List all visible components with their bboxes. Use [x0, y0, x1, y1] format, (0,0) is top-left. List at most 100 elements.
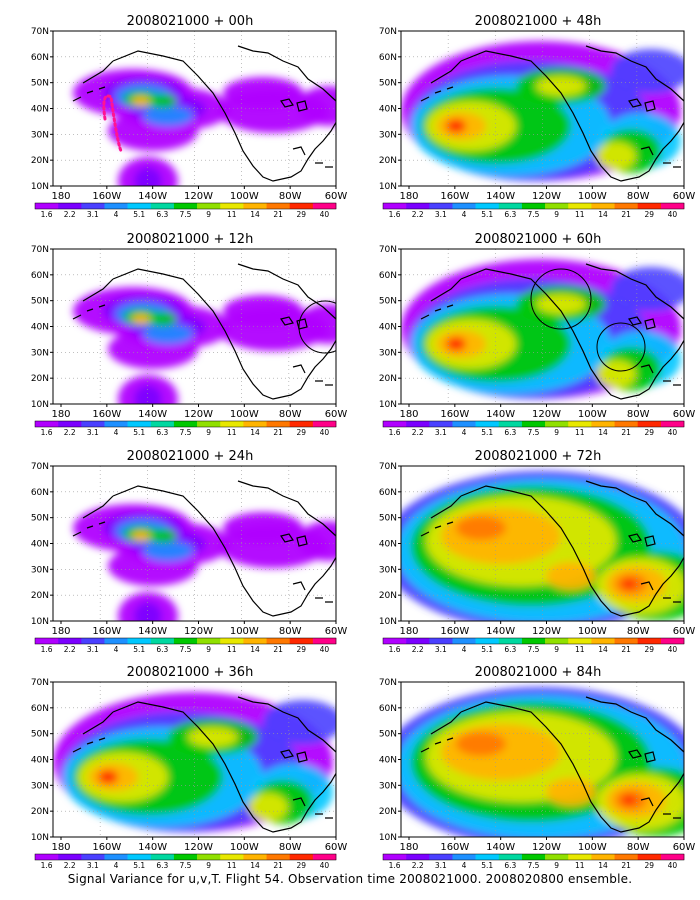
- variance-contour: [143, 541, 193, 561]
- x-tick-label: 120W: [532, 409, 561, 420]
- variance-contour: [298, 304, 336, 344]
- y-tick-label: 40N: [379, 105, 397, 115]
- y-tick-label: 50N: [379, 514, 397, 524]
- x-tick-label: 140W: [138, 842, 167, 853]
- y-tick-label: 60N: [31, 271, 49, 281]
- x-tick-label: 100W: [230, 409, 259, 420]
- colorbar-label: 1.6: [41, 210, 53, 219]
- x-tick-label: 80W: [627, 409, 650, 420]
- coastline: [420, 45, 684, 182]
- colorbar-segment: [521, 421, 546, 427]
- variance-contour: [456, 516, 506, 540]
- colorbar-label: 4: [114, 861, 119, 870]
- colorbar-label: 3.1: [435, 210, 447, 219]
- colorbar-segment: [243, 203, 267, 209]
- x-tick-label: 80W: [627, 842, 650, 853]
- colorbar-segment: [383, 638, 407, 644]
- y-tick-label: 50N: [379, 79, 397, 89]
- x-tick-label: 120W: [184, 409, 213, 420]
- colorbar-segment: [35, 854, 59, 860]
- y-tick-label: 20N: [31, 156, 49, 166]
- colorbar-label: 7.5: [528, 210, 540, 219]
- colorbar-segment: [312, 638, 337, 644]
- colorbar-segment: [429, 854, 453, 860]
- colorbar-segment: [150, 203, 175, 209]
- panel-title: 2008021000 + 60h: [474, 232, 602, 247]
- colorbar-segment: [289, 638, 314, 644]
- colorbar-label: 11: [227, 861, 237, 870]
- variance-contour: [596, 142, 636, 170]
- colorbar-label: 5.1: [133, 210, 145, 219]
- colorbar-label: 5.1: [481, 645, 493, 654]
- colorbar-segment: [660, 421, 685, 427]
- colorbar-label: 1.6: [389, 645, 401, 654]
- x-tick-label: 80W: [627, 626, 650, 637]
- y-tick-label: 50N: [31, 79, 49, 89]
- colorbar-segment: [81, 203, 105, 209]
- y-tick-label: 70N: [379, 245, 397, 255]
- x-tick-label: 100W: [230, 626, 259, 637]
- colorbar-segment: [58, 854, 82, 860]
- colorbar-segment: [150, 638, 175, 644]
- y-tick-label: 20N: [379, 156, 397, 166]
- colorbar-label: 4: [462, 645, 467, 654]
- colorbar-segment: [452, 638, 476, 644]
- colorbar-label: 1.6: [389, 861, 401, 870]
- colorbar-label: 5.1: [133, 645, 145, 654]
- colorbar-segment: [660, 854, 685, 860]
- colorbar-segment: [521, 638, 546, 644]
- variance-contour: [149, 312, 177, 326]
- colorbar-label: 6.3: [504, 428, 516, 437]
- colorbar-label: 29: [644, 861, 654, 870]
- colorbar-segment: [660, 638, 685, 644]
- variance-contour: [149, 529, 177, 543]
- x-tick-label: 120W: [532, 626, 561, 637]
- coastline: [72, 263, 336, 400]
- variance-contour: [441, 724, 561, 780]
- colorbar-segment: [475, 421, 500, 427]
- variance-contour: [134, 602, 162, 621]
- colorbar-label: 40: [320, 428, 330, 437]
- y-tick-label: 20N: [31, 591, 49, 601]
- colorbar-label: 5.1: [481, 428, 493, 437]
- colorbar-segment: [660, 203, 685, 209]
- colorbar-segment: [406, 854, 430, 860]
- colorbar-label: 6.3: [156, 210, 168, 219]
- colorbar-label: 5.1: [481, 210, 493, 219]
- colorbar-segment: [545, 854, 569, 860]
- colorbar-label: 9: [554, 645, 559, 654]
- y-tick-label: 40N: [31, 105, 49, 115]
- colorbar-segment: [81, 854, 105, 860]
- colorbar-label: 2.2: [412, 428, 424, 437]
- colorbar-segment: [127, 854, 152, 860]
- x-tick-label: 180: [51, 191, 70, 202]
- x-tick-label: 140W: [138, 191, 167, 202]
- colorbar-label: 11: [227, 210, 237, 219]
- variance-field: [53, 692, 336, 832]
- colorbar-segment: [173, 854, 198, 860]
- colorbar-label: 14: [250, 428, 260, 437]
- colorbar-segment: [591, 203, 615, 209]
- colorbar-segment: [35, 203, 59, 209]
- forecast-panel: 2008021000 + 36h 70N 60N 50N 40N 30N 20N 10N 180…: [20, 657, 360, 879]
- colorbar-label: 21: [273, 428, 283, 437]
- variance-field: [73, 287, 336, 404]
- coastline: [420, 480, 684, 617]
- colorbar-label: 4: [462, 428, 467, 437]
- colorbar-label: 21: [621, 861, 631, 870]
- colorbar-label: 3.1: [87, 428, 99, 437]
- colorbar-segment: [429, 203, 453, 209]
- x-tick-label: 60W: [673, 409, 696, 420]
- y-tick-label: 10N: [31, 400, 49, 410]
- colorbar-label: 29: [296, 645, 306, 654]
- y-tick-label: 50N: [31, 297, 49, 307]
- colorbar-segment: [568, 638, 592, 644]
- x-tick-label: 100W: [578, 191, 607, 202]
- colorbar-label: 2.2: [64, 645, 76, 654]
- colorbar-segment: [150, 421, 175, 427]
- y-tick-label: 30N: [31, 348, 49, 358]
- figure-caption: Signal Variance for u,v,T. Flight 54. Ob…: [67, 872, 633, 886]
- colorbar-segment: [452, 854, 476, 860]
- x-tick-label: 180: [51, 626, 70, 637]
- y-tick-label: 60N: [31, 488, 49, 498]
